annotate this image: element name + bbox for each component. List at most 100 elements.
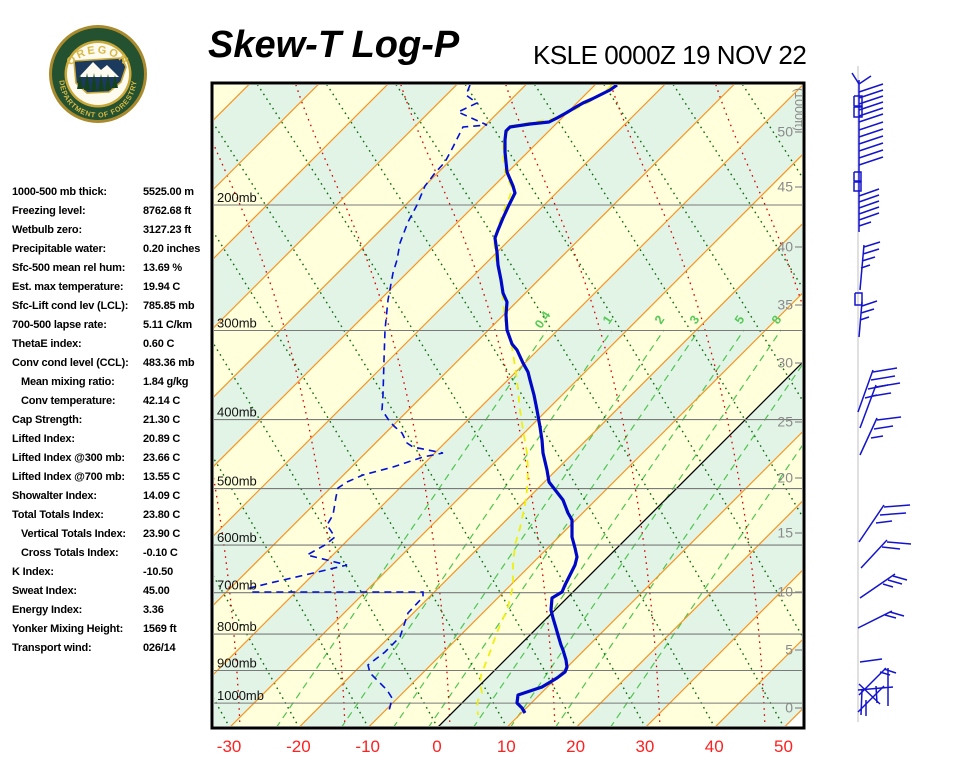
height-axis-title: Height [805, 88, 819, 125]
wind-barb-stroke [860, 308, 875, 314]
temperature-trace [493, 85, 618, 714]
mixing-ratio-line [510, 329, 782, 726]
wetbulb-line [476, 85, 613, 716]
index-row: 1000-500 mb thick: 5525.00 m [12, 183, 212, 202]
index-label: Yonker Mixing Height: [12, 623, 124, 635]
wind-barb-stroke [875, 382, 901, 388]
index-row: Cap Strength: 21.30 C [12, 411, 212, 430]
temp-axis-label: 20 [566, 737, 585, 756]
wind-barb-stroke [872, 392, 892, 397]
wind-barb-stroke [860, 689, 863, 716]
pressure-label: 300mb [217, 315, 257, 330]
wind-barb-stroke [862, 248, 880, 255]
index-value: 13.69 % [143, 262, 182, 274]
wind-barb-column [851, 66, 912, 722]
dry-adiabat [464, 85, 802, 638]
wind-barb-stroke [858, 107, 884, 117]
isotherm [507, 431, 802, 726]
wind-barb-stroke [861, 300, 878, 307]
wind-barb-stroke [883, 668, 897, 674]
wind-barb-stroke [858, 89, 884, 99]
temp-axis-label: 50 [774, 737, 793, 756]
wind-barb-stroke [859, 573, 896, 599]
wind-barb-stroke [853, 181, 862, 192]
index-label: Sfc-Lift cond lev (LCL): [12, 300, 129, 312]
index-label: Sfc-500 mean rel hum: [12, 262, 126, 274]
temp-axis-label: -10 [355, 737, 380, 756]
wind-barb-stroke [863, 241, 881, 248]
index-label: Showalter Index: [12, 490, 97, 502]
dewpoint-line [249, 85, 488, 715]
index-value: -10.50 [143, 566, 173, 578]
wind-barb-stroke [853, 171, 862, 182]
index-label: Transport wind: [12, 642, 92, 654]
temperature-line [493, 85, 618, 714]
index-label: Wetbulb zero: [12, 224, 82, 236]
mixing-ratio-line [555, 364, 802, 726]
logo-scene [73, 57, 127, 94]
index-label: K Index: [12, 566, 54, 578]
wind-barb-stroke [858, 683, 881, 705]
index-value: 0.20 inches [143, 243, 201, 255]
index-value: 42.14 C [143, 395, 181, 407]
dry-adiabat [214, 123, 577, 726]
isotherm [214, 85, 458, 329]
index-row: Cross Totals Index: -0.10 C [12, 544, 212, 563]
wind-barb-stroke [886, 541, 912, 545]
dry-adiabat [214, 231, 507, 726]
index-label: 1000-500 mb thick: [12, 186, 107, 198]
moist-adiabat [505, 85, 661, 726]
temp-axis-label: 40 [705, 737, 724, 756]
moist-adiabats [214, 85, 802, 726]
wind-barb-stroke [859, 316, 870, 321]
dewpoint-trace [249, 85, 488, 715]
index-row: Wetbulb zero: 3127.23 ft [12, 221, 212, 240]
index-row: Sfc-Lift cond lev (LCL): 785.85 mb [12, 297, 212, 316]
wind-barb-stroke [881, 546, 901, 550]
dry-adiabat [326, 85, 715, 726]
wind-barb-stroke [858, 149, 884, 159]
wind-barb-stroke [882, 583, 894, 588]
index-label: Mean mixing ratio: [21, 376, 115, 388]
wind-barb-stroke [879, 512, 907, 516]
index-label: Cross Totals Index: [21, 547, 119, 559]
index-value: 3127.23 ft [143, 224, 192, 236]
wind-barb-stroke [853, 95, 863, 107]
index-row: Freezing level: 8762.68 ft [12, 202, 212, 221]
index-value: 20.89 C [143, 433, 181, 445]
index-row: Precipitable water: 0.20 inches [12, 240, 212, 259]
wind-barb-stroke [858, 194, 880, 203]
index-value: 3.36 [143, 604, 164, 616]
wind-barb-stroke [883, 504, 911, 508]
wind-barb-stroke [858, 142, 884, 152]
index-value: 23.80 C [143, 509, 181, 521]
index-value: 19.94 C [143, 281, 181, 293]
height-tick-label: 35 [777, 297, 793, 313]
mixing-ratio-line [393, 329, 665, 726]
wind-barb-stroke [859, 658, 883, 663]
pressure-label: 1000mb [217, 688, 264, 703]
moist-adiabat [715, 85, 802, 306]
index-value: 5.11 C/km [143, 319, 192, 331]
wind-barb-stroke [858, 75, 872, 85]
mixing-ratio-line [276, 329, 548, 726]
isotherm-lines [214, 85, 802, 726]
temp-axis-label: -30 [217, 737, 242, 756]
index-row: Yonker Mixing Height: 1569 ft [12, 620, 212, 639]
index-row: Est. max temperature: 19.94 C [12, 278, 212, 297]
wind-barb-stroke [858, 504, 885, 543]
pressure-label: 200mb [217, 190, 257, 205]
moist-adiabat [295, 85, 451, 726]
pressure-label: 900mb [217, 656, 257, 671]
isotherm [230, 154, 802, 726]
index-value: -0.10 C [143, 547, 178, 559]
temp-axis-label: 30 [635, 737, 654, 756]
index-value: 1569 ft [143, 623, 177, 635]
dry-adiabat [810, 82, 960, 728]
isotherm [214, 85, 388, 259]
index-value: 13.55 C [143, 471, 181, 483]
wind-barb-stroke [859, 384, 877, 429]
wind-barb-stroke [858, 206, 880, 215]
index-row: Vertical Totals Index: 23.90 C [12, 525, 212, 544]
wind-barb-stroke [857, 369, 874, 413]
